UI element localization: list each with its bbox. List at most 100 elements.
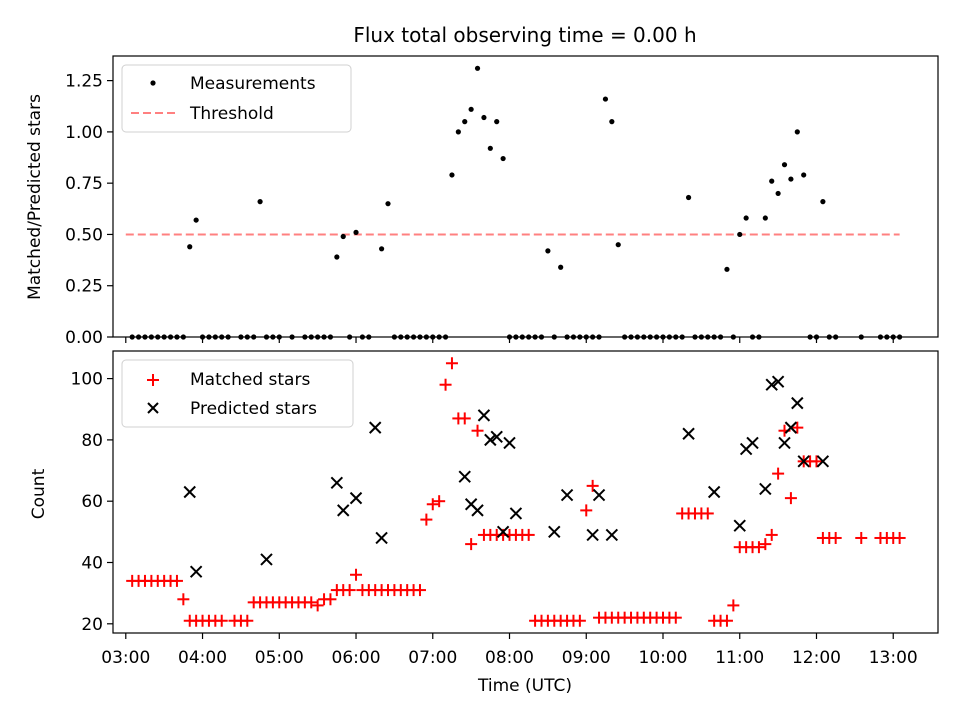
matched-star-point: [439, 378, 452, 391]
predicted-stars-legend-label: Predicted stars: [190, 399, 317, 419]
measurement-point: [455, 129, 461, 135]
measurements-legend-marker: [150, 80, 156, 86]
bottom-legend-box: [121, 359, 354, 428]
predicted-star-point: [778, 436, 791, 450]
x-tick-label: 07:00: [408, 648, 457, 668]
x-tick-label: 03:00: [101, 648, 150, 668]
measurements-legend-label: Measurements: [190, 74, 316, 94]
predicted-star-point: [816, 455, 830, 468]
measurement-point: [775, 190, 781, 197]
bottom-y-tick-label: 20: [81, 615, 103, 635]
matched-star-point: [324, 593, 337, 606]
measurement-point: [353, 229, 359, 235]
x-tick-label: 11:00: [715, 648, 764, 668]
bottom-y-ticks: 20 40 60 80 100: [71, 370, 113, 635]
predicted-star-point: [183, 485, 196, 499]
bottom-y-tick-label: 100: [71, 370, 103, 390]
matched-star-point: [810, 455, 823, 468]
matched-star-point: [311, 599, 324, 612]
x-tick-label: 08:00: [485, 648, 534, 668]
predicted-star-point: [605, 528, 619, 542]
measurement-point: [545, 248, 551, 254]
chart-title: Flux total observing time = 0.00 h: [353, 23, 696, 47]
bottom-plot-frame: [112, 350, 939, 634]
measurement-point: [820, 199, 826, 205]
top-legend-box: [121, 64, 352, 133]
matched-star-point: [784, 492, 797, 505]
predicted-star-point: [791, 396, 804, 410]
x-tick-label: 04:00: [178, 648, 227, 668]
measurement-point: [385, 201, 391, 207]
predicted-star-point: [337, 504, 350, 517]
x-tick-label: 09:00: [562, 648, 611, 668]
matched-star-point: [727, 599, 740, 612]
predicted-star-point: [784, 421, 798, 434]
threshold-legend-label: Threshold: [189, 104, 274, 124]
top-y-ticks: 0.00 0.25 0.50 0.75 1.00 1.25: [65, 72, 113, 348]
top-legend: Measurements Threshold: [121, 64, 352, 133]
top-y-tick-label: 1.25: [65, 72, 103, 92]
predicted-star-point: [733, 519, 746, 532]
measurement-point: [743, 215, 749, 221]
matched-star-point: [420, 513, 433, 526]
predicted-star-point: [682, 427, 695, 440]
measurement-point: [724, 266, 730, 272]
predicted-star-point: [560, 488, 574, 502]
matched-star-point: [471, 424, 484, 437]
x-tick-label: 12:00: [792, 648, 841, 668]
matched-star-point: [765, 528, 778, 541]
x-axis-label: Time (UTC): [477, 676, 572, 696]
matched-star-point: [458, 412, 471, 425]
predicted-star-point: [490, 430, 503, 444]
matched-star-point: [573, 614, 586, 627]
measurement-point: [462, 119, 468, 125]
bottom-x-ticks: 03:00 04:00 05:00 06:00 07:00 08:00 09:00 10:00…: [101, 633, 918, 668]
measurement-point: [487, 145, 493, 151]
matched-star-point: [426, 498, 439, 511]
predicted-star-point: [771, 375, 785, 388]
predicted-star-point: [759, 482, 772, 496]
measurement-point: [474, 65, 481, 71]
top-y-tick-label: 0.50: [65, 225, 103, 245]
predicted-star-point: [797, 455, 810, 468]
measurement-point: [609, 119, 615, 125]
measurement-point: [788, 176, 794, 182]
x-tick-label: 06:00: [332, 648, 381, 668]
predicted-star-point: [369, 421, 382, 434]
top-y-tick-label: 0.75: [65, 174, 103, 194]
matched-star-point: [350, 568, 363, 581]
predicted-star-point: [548, 525, 561, 539]
matched-star-point: [177, 593, 190, 606]
measurement-point: [762, 215, 768, 221]
matched-star-point: [170, 574, 183, 587]
measurement-point: [379, 246, 385, 252]
predicted-star-point: [471, 504, 484, 517]
x-tick-label: 13:00: [869, 648, 918, 668]
measurement-point: [257, 199, 263, 205]
predicted-star-point: [503, 436, 516, 450]
bottom-legend: Matched stars Predicted stars: [121, 359, 354, 428]
measurement-point: [615, 242, 621, 248]
matched-star-point: [701, 507, 714, 520]
predicted-star-point: [746, 436, 759, 450]
matched-star-point: [759, 538, 772, 551]
measurement-point: [481, 114, 487, 121]
measurement-point: [449, 172, 455, 178]
matched-star-point: [433, 495, 446, 508]
predicted-star-point: [509, 507, 523, 520]
predicted-star-point: [375, 531, 388, 545]
predicted-star-point: [586, 528, 599, 542]
x-tick-label: 05:00: [255, 648, 304, 668]
measurement-point: [340, 233, 346, 240]
matched-star-point: [241, 614, 254, 627]
matched-star-point: [893, 531, 906, 544]
top-plot-frame: [112, 55, 939, 338]
predicted-star-point: [765, 378, 778, 391]
matched-star-point: [445, 357, 458, 370]
bottom-y-tick-label: 40: [81, 554, 103, 574]
predicted-star-point: [349, 491, 363, 505]
measurement-point: [494, 119, 500, 125]
predicted-star-point: [260, 553, 273, 566]
